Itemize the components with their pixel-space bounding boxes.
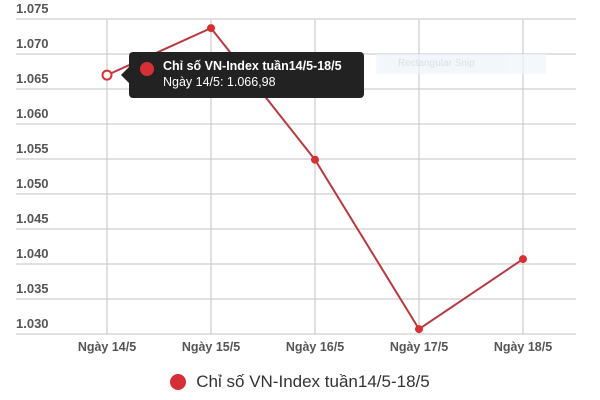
- y-tick-label: 1.055: [16, 141, 49, 156]
- x-tick-label: Ngày 18/5: [494, 340, 552, 354]
- y-tick-label: 1.040: [16, 246, 49, 261]
- y-tick-label: 1.070: [16, 36, 49, 51]
- y-tick-label: 1.060: [16, 106, 49, 121]
- y-tick-label: 1.045: [16, 211, 49, 226]
- legend-label: Chỉ số VN-Index tuần14/5-18/5: [196, 372, 430, 391]
- data-points[interactable]: [101, 24, 528, 334]
- y-tick-label: 1.050: [16, 176, 49, 191]
- x-tick-label: Ngày 16/5: [286, 340, 344, 354]
- y-tick-label: 1.030: [16, 316, 49, 331]
- data-point[interactable]: [207, 24, 215, 33]
- y-tick-label: 1.065: [16, 71, 49, 86]
- data-point[interactable]: [415, 325, 423, 334]
- legend-dot-icon: [170, 374, 187, 390]
- tooltip: Chỉ số VN-Index tuần14/5-18/5 Ngày 14/5:…: [121, 52, 364, 98]
- y-tick-label: 1.075: [16, 1, 49, 16]
- legend: Chỉ số VN-Index tuần14/5-18/5: [0, 372, 600, 398]
- tooltip-title: Chỉ số VN-Index tuần14/5-18/5: [163, 59, 342, 73]
- data-point[interactable]: [311, 155, 319, 164]
- x-tick-label: Ngày 14/5: [78, 340, 136, 354]
- tooltip-series-dot-icon: [140, 62, 154, 76]
- x-axis-labels: Ngày 14/5 Ngày 15/5 Ngày 16/5 Ngày 17/5 Ngày…: [78, 340, 552, 354]
- data-point[interactable]: [101, 69, 113, 81]
- x-tick-label: Ngày 17/5: [390, 340, 448, 354]
- legend-item[interactable]: Chỉ số VN-Index tuần14/5-18/5: [170, 372, 430, 392]
- y-tick-label: 1.035: [16, 281, 49, 296]
- data-point[interactable]: [519, 255, 527, 264]
- tooltip-value: Ngày 14/5: 1.066,98: [163, 75, 276, 89]
- x-tick-label: Ngày 15/5: [182, 340, 240, 354]
- y-axis-labels: 1.030 1.035 1.040 1.045 1.050 1.055 1.060 1.065…: [16, 1, 49, 331]
- snip-overlay-ghost: Rectangular Snip: [376, 54, 546, 74]
